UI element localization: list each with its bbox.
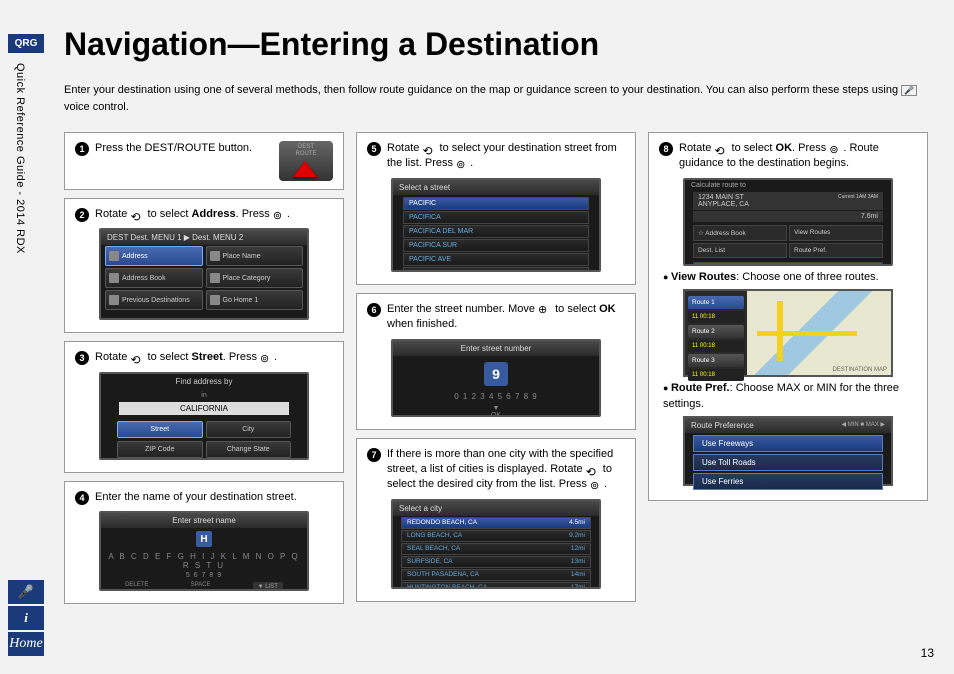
city-item: SEAL BEACH, CA12mi	[401, 543, 591, 555]
street-item: PACIFIC	[403, 197, 589, 210]
step-number-8: 8	[659, 142, 673, 156]
kb-delete: DELETE	[125, 582, 148, 591]
select-street-screen: Select a street PACIFIC PACIFICA PACIFIC…	[391, 178, 601, 272]
tile-address-book: Address Book	[105, 268, 203, 288]
route-preference-screen: Route Preference◀ MIN ■ MAX ▶ Use Freewa…	[683, 416, 893, 486]
page-number: 13	[921, 646, 934, 660]
cell-route-pref: Route Pref.	[789, 243, 883, 258]
pref-item: Use Freeways	[693, 435, 883, 452]
cell-address-book: ☆ Address Book	[693, 225, 787, 241]
step-number-6: 6	[367, 303, 381, 317]
qrg-tab[interactable]: QRG	[8, 34, 44, 53]
view-routes-bullet: View Routes: Choose one of three routes.	[663, 270, 917, 285]
column-2: 5 Rotate to select your destination stre…	[356, 132, 636, 612]
rotate-knob-icon	[130, 352, 144, 363]
tile-place-name: Place Name	[206, 246, 304, 266]
press-icon	[590, 479, 604, 490]
step-number-2: 2	[75, 208, 89, 222]
pref-item: Use Toll Roads	[693, 454, 883, 471]
step-number-1: 1	[75, 142, 89, 156]
route-option: Route 1	[688, 296, 744, 309]
press-icon	[273, 209, 287, 220]
rotate-knob-icon	[586, 464, 600, 475]
step-6: 6 Enter the street number. Move to selec…	[356, 293, 636, 430]
joystick-icon	[538, 303, 552, 314]
city-item: SURFSIDE, CA13mi	[401, 556, 591, 568]
step-2: 2 Rotate to select Address. Press . DEST…	[64, 198, 344, 333]
btn-city: City	[206, 421, 292, 438]
city-item: LONG BEACH, CA9.2mi	[401, 530, 591, 542]
step-number-4: 4	[75, 491, 89, 505]
press-icon	[260, 352, 274, 363]
enter-street-name-screen: Enter street name H A B C D E F G H I J …	[99, 511, 309, 591]
btn-street: Street	[117, 421, 203, 438]
cell-ok: OK	[693, 262, 883, 266]
press-arrow-icon	[293, 161, 317, 177]
rotate-knob-icon	[714, 143, 728, 154]
step-5: 5 Rotate to select your destination stre…	[356, 132, 636, 285]
step-8: 8 Rotate to select OK. Press . Route gui…	[648, 132, 928, 501]
street-item: PACIFIC AVE	[403, 253, 589, 266]
keyboard-cursor: H	[196, 531, 212, 547]
city-item: HUNTINGTON BEACH, CA17mi	[401, 582, 591, 589]
voice-icon	[901, 85, 917, 96]
step-number-3: 3	[75, 351, 89, 365]
page-title: Navigation—Entering a Destination	[64, 26, 599, 63]
rotate-knob-icon	[130, 209, 144, 220]
info-tab[interactable]: i	[8, 606, 44, 630]
enter-street-number-screen: Enter street number 9 0 1 2 3 4 5 6 7 8 …	[391, 339, 601, 417]
street-item: PACIFICA	[403, 211, 589, 224]
dest-menu-screen: DEST Dest. MENU 1 ▶ Dest. MENU 2 Address…	[99, 228, 309, 320]
city-item: REDONDO BEACH, CA4.5mi	[401, 517, 591, 529]
route-option: Route 3	[688, 354, 744, 367]
pref-item: Use Ferries	[693, 473, 883, 490]
find-address-screen: Find address by in CALIFORNIA Street Cit…	[99, 372, 309, 460]
step-7: 7 If there is more than one city with th…	[356, 438, 636, 602]
step-1: DESTROUTE 1 Press the DEST/ROUTE button.	[64, 132, 344, 190]
route-map-screen: Route 1 11 00:18 Route 2 11 00:18 Route …	[683, 289, 893, 377]
intro-text: Enter your destination using one of seve…	[64, 82, 924, 115]
step-number-7: 7	[367, 448, 381, 462]
cell-view-routes: View Routes	[789, 225, 883, 241]
tile-address: Address	[105, 246, 203, 266]
cell-dest-list: Dest. List	[693, 243, 787, 258]
btn-change-state: Change State	[206, 441, 292, 458]
street-item: PACIFICA SUR	[403, 239, 589, 252]
kb-space: SPACE	[191, 582, 211, 591]
state-display: CALIFORNIA	[119, 402, 289, 415]
guide-title-vertical: Quick Reference Guide - 2014 RDX	[14, 63, 26, 254]
dest-route-button-graphic: DESTROUTE	[279, 141, 333, 181]
rotate-knob-icon	[422, 143, 436, 154]
step-4: 4 Enter the name of your destination str…	[64, 481, 344, 604]
tile-previous-dest: Previous Destinations	[105, 290, 203, 310]
street-item: PACIFIC BARS	[403, 267, 589, 272]
column-3: 8 Rotate to select OK. Press . Route gui…	[648, 132, 928, 612]
column-1: DESTROUTE 1 Press the DEST/ROUTE button.…	[64, 132, 344, 612]
route-option: Route 2	[688, 325, 744, 338]
step-number-5: 5	[367, 142, 381, 156]
step-3: 3 Rotate to select Street. Press . Find …	[64, 341, 344, 472]
calculate-route-screen: Calculate route to 1234 MAIN STANYPLACE,…	[683, 178, 893, 266]
tile-place-category: Place Category	[206, 268, 304, 288]
street-item: PACIFICA DEL MAR	[403, 225, 589, 238]
route-pref-bullet: Route Pref.: Choose MAX or MIN for the t…	[663, 381, 917, 412]
kb-list: ▼ LIST	[253, 582, 283, 591]
number-cursor: 9	[484, 362, 508, 386]
tile-go-home: Go Home 1	[206, 290, 304, 310]
voice-tab[interactable]: 🎤	[8, 580, 44, 604]
press-icon	[829, 143, 843, 154]
city-item: SOUTH PASADENA, CA14mi	[401, 569, 591, 581]
press-icon	[456, 158, 470, 169]
btn-zip: ZIP Code	[117, 441, 203, 458]
home-tab[interactable]: Home	[8, 632, 44, 656]
select-city-screen: Select a city REDONDO BEACH, CA4.5mi LON…	[391, 499, 601, 589]
